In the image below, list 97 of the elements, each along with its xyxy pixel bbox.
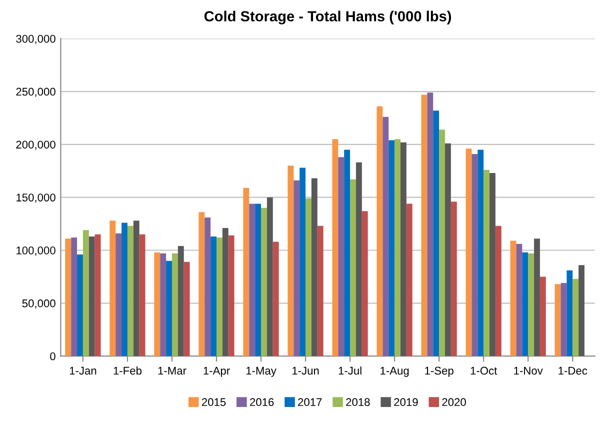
bar (433, 110, 440, 356)
bar (540, 276, 546, 356)
x-tick-label: 1-Jul (338, 366, 362, 375)
bar (228, 235, 234, 356)
bar (71, 238, 78, 356)
bar (77, 254, 83, 356)
chart-title: Cold Storage - Total Hams ('000 lbs) (204, 10, 452, 24)
bar (184, 262, 190, 356)
bar (139, 234, 146, 356)
bar (350, 179, 356, 356)
bar (466, 148, 472, 356)
bar (255, 204, 262, 356)
x-tick-label: 1-Jan (70, 366, 96, 375)
y-tick-label: 300,000 (16, 34, 56, 44)
bar (554, 284, 561, 356)
bar (198, 212, 205, 356)
x-tick-label: 1-Aug (380, 366, 409, 377)
x-tick-label: 1-May (246, 366, 276, 377)
bar (450, 202, 457, 356)
bar (88, 236, 95, 356)
x-tick-label: 1-Apr (204, 366, 230, 377)
bar (178, 246, 184, 356)
bar (306, 198, 312, 356)
bar (216, 238, 222, 356)
bar (427, 92, 434, 356)
legend-label: 2019 (394, 398, 418, 406)
bar (560, 283, 567, 356)
bar (204, 217, 211, 356)
bar (495, 226, 502, 356)
bar (154, 252, 160, 356)
bar (317, 226, 324, 356)
bar (439, 130, 445, 356)
y-tick-label: 100,000 (16, 246, 56, 256)
legend-label: 2020 (442, 398, 466, 406)
bar (445, 143, 451, 356)
bar (133, 220, 140, 356)
bar (344, 150, 350, 356)
y-tick-label: 200,000 (16, 140, 56, 150)
bar (122, 222, 128, 356)
x-tick-label: 1-Nov (514, 366, 543, 375)
bar (332, 139, 338, 356)
bar (382, 116, 389, 356)
bar (522, 252, 528, 356)
bar (243, 188, 250, 356)
bar (356, 162, 362, 356)
bar (288, 166, 294, 356)
bar (272, 242, 279, 356)
bar (65, 238, 72, 356)
legend-label: 2017 (298, 398, 322, 406)
x-tick-label: 1-Mar (158, 366, 186, 375)
bar (516, 244, 522, 356)
bar (394, 139, 400, 356)
bar (490, 173, 496, 356)
bar (172, 253, 178, 356)
bar (566, 270, 573, 356)
x-tick-label: 1-Oct (470, 366, 498, 375)
y-tick-label: 250,000 (16, 88, 56, 97)
bar (210, 236, 216, 356)
bar (528, 253, 534, 356)
bar (294, 180, 300, 356)
x-tick-label: 1-Dec (558, 366, 588, 375)
legend-label: 2016 (250, 398, 274, 406)
bar (478, 150, 484, 356)
bar (261, 208, 267, 356)
bar (400, 142, 406, 356)
bar (222, 228, 228, 356)
x-tick-label: 1-Jun (292, 366, 319, 375)
bar (484, 170, 490, 356)
bar (116, 233, 122, 356)
bar (572, 278, 579, 356)
bar (110, 220, 116, 356)
bar (338, 157, 344, 356)
bar (421, 94, 428, 356)
bar (311, 178, 318, 356)
bar (160, 253, 166, 356)
bar (388, 140, 395, 356)
x-tick-label: 1-Sep (425, 366, 454, 377)
bar (472, 154, 478, 356)
bar (510, 240, 516, 356)
bar (266, 197, 273, 356)
bar (94, 234, 101, 356)
bar (578, 265, 584, 356)
bar (127, 226, 134, 356)
y-tick-label: 0 (50, 352, 56, 360)
bar (166, 260, 172, 356)
bar (362, 211, 368, 356)
y-tick-label: 150,000 (16, 194, 56, 203)
legend-label: 2015 (202, 398, 226, 406)
x-tick-label: 1-Feb (114, 366, 142, 375)
bar (249, 204, 256, 356)
bar (300, 168, 306, 356)
bar (406, 204, 412, 356)
bar (534, 238, 540, 356)
y-tick-label: 50,000 (22, 299, 56, 309)
legend-label: 2018 (346, 398, 370, 406)
bar (376, 106, 383, 356)
bar (82, 230, 89, 356)
